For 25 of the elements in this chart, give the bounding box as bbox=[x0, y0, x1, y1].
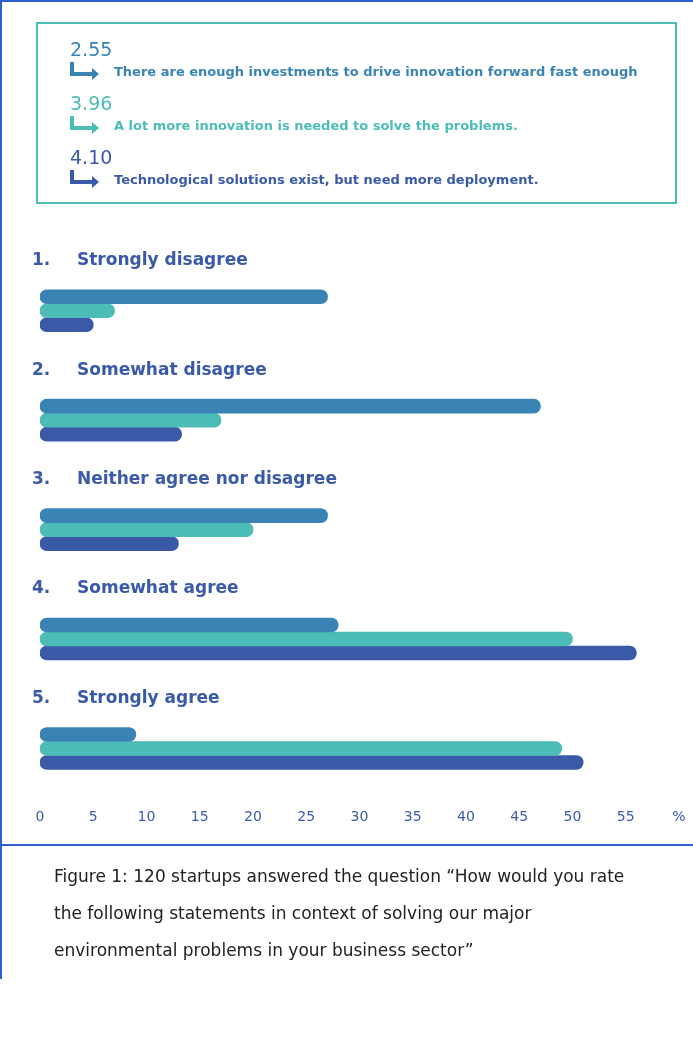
x-tick-label: 25 bbox=[297, 808, 316, 825]
category-label: 4. Somewhat agree bbox=[32, 577, 239, 598]
text: 3.96 bbox=[70, 92, 114, 114]
x-tick-label: % bbox=[672, 808, 686, 825]
x-tick-label: 20 bbox=[244, 808, 262, 825]
x-tick-label: 5 bbox=[88, 808, 98, 825]
category-label: 2. Somewhat disagree bbox=[32, 358, 267, 379]
category-label: 3. Neither agree nor disagree bbox=[32, 468, 337, 489]
legend-label: Technological solutions exist, but need more deployment. bbox=[114, 171, 539, 187]
x-tick-label: 10 bbox=[137, 808, 156, 825]
x-tick-label: 35 bbox=[403, 808, 422, 825]
x-tick-label: 50 bbox=[563, 808, 582, 825]
legend-label: A lot more innovation is needed to solve the problems. bbox=[114, 117, 518, 133]
x-tick-label: 0 bbox=[35, 808, 45, 825]
category-label: 5. Strongly agree bbox=[32, 686, 220, 707]
text: 4.10 bbox=[70, 146, 114, 168]
x-tick-label: 45 bbox=[510, 808, 529, 825]
legend-label: There are enough investments to drive innovation forward fast enough bbox=[114, 63, 638, 79]
x-tick-label: 30 bbox=[350, 808, 369, 825]
x-tick-label: 40 bbox=[457, 808, 475, 825]
x-tick-label: 15 bbox=[190, 808, 209, 825]
text: 2.55 bbox=[70, 38, 114, 60]
caption: Figure 1: 120 startups answered the question “How would you rate the following statements in context of solving our major environmental problems in your business sector” bbox=[54, 865, 626, 962]
category-label: 1. Strongly disagree bbox=[32, 249, 248, 270]
x-tick-label: 55 bbox=[616, 808, 635, 825]
